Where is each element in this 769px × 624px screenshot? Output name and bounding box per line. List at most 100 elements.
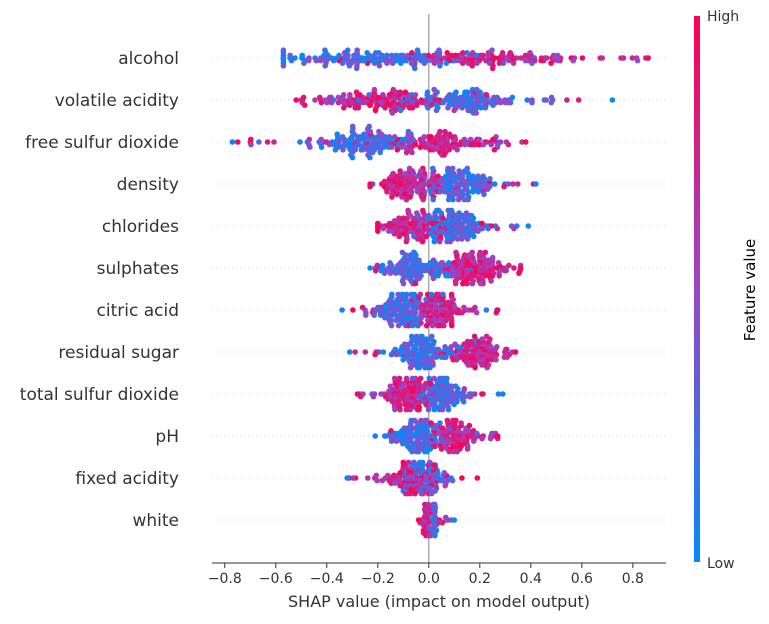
shap-point	[408, 60, 415, 66]
shap-point	[502, 99, 509, 106]
shap-point	[454, 448, 460, 455]
shap-point	[440, 291, 446, 298]
shap-point	[407, 359, 413, 366]
shap-point	[439, 406, 446, 413]
shap-point	[525, 223, 532, 229]
shap-point	[437, 375, 443, 382]
shap-point	[411, 417, 418, 424]
shap-point	[406, 341, 412, 348]
shap-point	[407, 490, 414, 497]
shap-point	[458, 420, 464, 426]
shap-point	[441, 443, 448, 450]
shap-point	[427, 459, 433, 466]
shap-point	[460, 60, 466, 66]
shap-point	[479, 391, 485, 397]
shap-point	[280, 47, 287, 53]
shap-point	[439, 260, 446, 266]
shap-point	[435, 291, 442, 298]
shap-point	[297, 139, 303, 145]
shap-point	[388, 438, 395, 445]
shap-point	[367, 128, 374, 135]
shap-point	[505, 141, 512, 148]
shap-point	[376, 128, 382, 135]
shap-point	[412, 65, 418, 72]
shap-point	[280, 55, 287, 61]
shap-point	[411, 291, 418, 298]
shap-point	[466, 422, 473, 429]
shap-point	[459, 105, 465, 111]
shap-point	[335, 144, 341, 150]
shap-point	[421, 134, 428, 140]
shap-point	[398, 351, 404, 358]
shap-point	[386, 92, 393, 98]
shap-point	[453, 417, 459, 424]
shap-point	[485, 225, 491, 232]
shap-point	[335, 99, 342, 106]
shap-point	[454, 147, 461, 153]
shap-point	[445, 299, 452, 306]
shap-point	[248, 136, 254, 143]
shap-point	[634, 57, 641, 64]
shap-point	[491, 147, 498, 153]
shap-point	[451, 107, 458, 114]
shap-point	[445, 165, 451, 172]
shap-point	[507, 50, 514, 56]
shap-point	[446, 448, 453, 455]
shap-point	[501, 267, 508, 274]
shap-point	[471, 333, 478, 340]
shap-point	[489, 47, 495, 53]
shap-point	[375, 228, 381, 234]
shap-point	[292, 55, 298, 61]
x-tick-label: 0.6	[571, 571, 593, 587]
shap-point	[367, 154, 373, 161]
shap-point	[477, 280, 484, 287]
shap-point	[397, 260, 404, 266]
shap-point	[446, 273, 452, 279]
shap-point	[409, 149, 415, 156]
colorbar-high-label: High	[707, 9, 739, 25]
shap-point	[419, 194, 425, 200]
shap-point	[307, 144, 313, 150]
shap-point	[406, 275, 412, 282]
shap-point	[449, 322, 455, 329]
shap-point	[385, 396, 391, 403]
shap-point	[454, 191, 461, 198]
shap-point	[367, 181, 373, 187]
shap-point	[409, 375, 416, 382]
shap-point	[451, 401, 457, 408]
shap-point	[428, 291, 435, 298]
shap-point	[510, 181, 516, 187]
shap-point	[444, 50, 451, 56]
shap-point	[428, 134, 434, 140]
shap-point	[396, 233, 403, 240]
shap-point	[475, 176, 481, 182]
shap-point	[386, 317, 393, 324]
shap-point	[439, 425, 446, 432]
shap-point	[414, 47, 421, 53]
shap-point	[391, 134, 398, 140]
shap-point	[366, 123, 373, 130]
shap-point	[493, 265, 500, 271]
shap-point	[474, 186, 481, 192]
shap-point	[394, 296, 401, 303]
shap-point	[491, 94, 497, 101]
shap-point	[346, 144, 352, 150]
shap-point	[341, 105, 347, 111]
shap-point	[465, 362, 471, 368]
shap-point	[458, 262, 465, 269]
shap-point	[461, 304, 467, 311]
shap-point	[340, 147, 346, 153]
shap-point	[437, 63, 443, 69]
shap-point	[496, 60, 503, 66]
shap-point	[325, 52, 331, 59]
shap-point	[449, 165, 456, 172]
shap-point	[379, 477, 386, 484]
shap-point	[369, 57, 376, 64]
shap-point	[380, 349, 387, 355]
row-gridlines	[212, 57, 666, 521]
shap-point	[397, 168, 404, 174]
shap-point	[389, 399, 396, 405]
shap-point	[402, 490, 409, 497]
shap-point	[280, 63, 287, 69]
shap-point	[339, 60, 346, 66]
